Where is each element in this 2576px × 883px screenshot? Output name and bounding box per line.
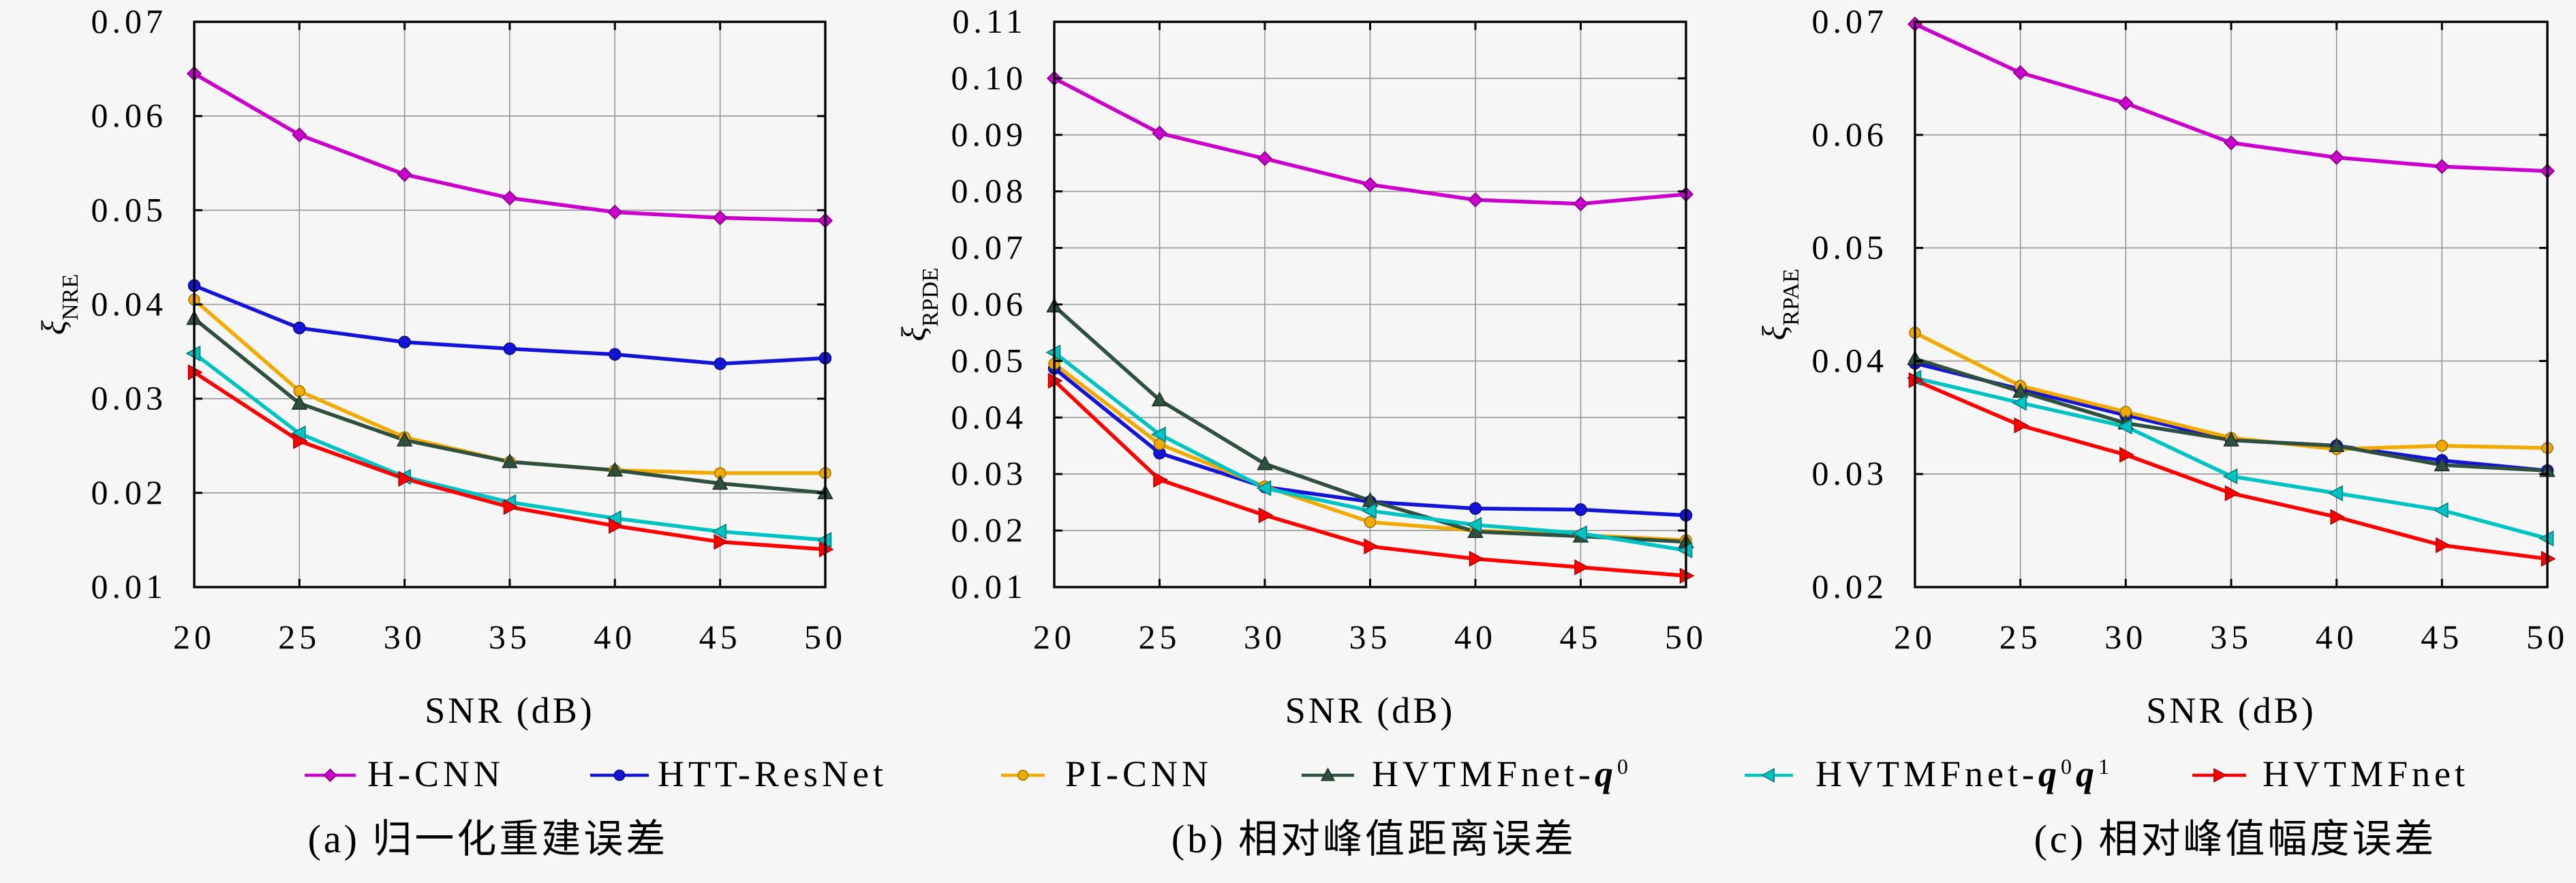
svg-text:20: 20 bbox=[173, 618, 215, 656]
svg-text:30: 30 bbox=[2104, 618, 2147, 656]
svg-text:SNR (dB): SNR (dB) bbox=[425, 690, 595, 731]
svg-text:(a) 归一化重建误差: (a) 归一化重建误差 bbox=[308, 817, 669, 861]
svg-text:35: 35 bbox=[2210, 618, 2252, 656]
svg-text:SNR (dB): SNR (dB) bbox=[2146, 690, 2316, 731]
svg-text:25: 25 bbox=[1139, 618, 1181, 656]
svg-text:H-CNN: H-CNN bbox=[367, 753, 504, 794]
svg-text:0.07: 0.07 bbox=[1812, 2, 1888, 40]
svg-text:0.03: 0.03 bbox=[1812, 454, 1888, 492]
svg-text:45: 45 bbox=[2421, 618, 2463, 656]
svg-text:50: 50 bbox=[2526, 618, 2569, 656]
svg-text:25: 25 bbox=[1999, 618, 2042, 656]
svg-text:35: 35 bbox=[489, 618, 531, 656]
svg-text:0.01: 0.01 bbox=[91, 567, 168, 605]
svg-text:20: 20 bbox=[1033, 618, 1075, 656]
svg-text:HVTMFnet-q0: HVTMFnet-q0 bbox=[1372, 753, 1632, 794]
svg-text:0.04: 0.04 bbox=[951, 398, 1028, 436]
svg-text:0.07: 0.07 bbox=[91, 2, 168, 40]
svg-text:0.05: 0.05 bbox=[1812, 228, 1888, 267]
svg-text:0.02: 0.02 bbox=[951, 511, 1028, 549]
svg-text:SNR (dB): SNR (dB) bbox=[1285, 690, 1456, 731]
svg-text:0.11: 0.11 bbox=[952, 2, 1027, 40]
svg-text:0.03: 0.03 bbox=[91, 379, 168, 417]
svg-text:0.06: 0.06 bbox=[1812, 115, 1888, 153]
svg-text:0.10: 0.10 bbox=[951, 59, 1028, 97]
svg-text:0.07: 0.07 bbox=[951, 228, 1028, 267]
svg-text:40: 40 bbox=[2316, 618, 2358, 656]
svg-text:0.05: 0.05 bbox=[91, 190, 168, 228]
svg-text:50: 50 bbox=[804, 618, 846, 656]
svg-text:PI-CNN: PI-CNN bbox=[1065, 753, 1212, 794]
svg-text:30: 30 bbox=[384, 618, 426, 656]
svg-text:40: 40 bbox=[594, 618, 636, 656]
svg-text:0.04: 0.04 bbox=[1812, 341, 1888, 379]
svg-text:35: 35 bbox=[1349, 618, 1392, 656]
svg-text:(b) 相对峰值距离误差: (b) 相对峰值距离误差 bbox=[1171, 817, 1576, 861]
svg-text:0.06: 0.06 bbox=[951, 285, 1028, 323]
svg-text:40: 40 bbox=[1454, 618, 1497, 656]
svg-text:HTT-ResNet: HTT-ResNet bbox=[658, 753, 887, 794]
svg-text:0.02: 0.02 bbox=[1812, 567, 1888, 605]
svg-text:0.05: 0.05 bbox=[951, 341, 1028, 379]
svg-text:20: 20 bbox=[1894, 618, 1936, 656]
svg-text:45: 45 bbox=[1560, 618, 1602, 656]
svg-text:(c) 相对峰值幅度误差: (c) 相对峰值幅度误差 bbox=[2034, 817, 2437, 861]
svg-text:50: 50 bbox=[1665, 618, 1707, 656]
svg-text:45: 45 bbox=[699, 618, 741, 656]
svg-text:30: 30 bbox=[1244, 618, 1286, 656]
svg-text:0.03: 0.03 bbox=[951, 454, 1028, 492]
svg-text:0.02: 0.02 bbox=[91, 473, 168, 511]
svg-text:0.08: 0.08 bbox=[951, 172, 1028, 210]
svg-text:0.04: 0.04 bbox=[91, 285, 168, 323]
svg-text:0.06: 0.06 bbox=[91, 96, 168, 134]
svg-text:25: 25 bbox=[278, 618, 320, 656]
svg-text:0.09: 0.09 bbox=[951, 115, 1028, 153]
svg-text:0.01: 0.01 bbox=[951, 567, 1028, 605]
svg-text:HVTMFnet: HVTMFnet bbox=[2263, 753, 2469, 794]
